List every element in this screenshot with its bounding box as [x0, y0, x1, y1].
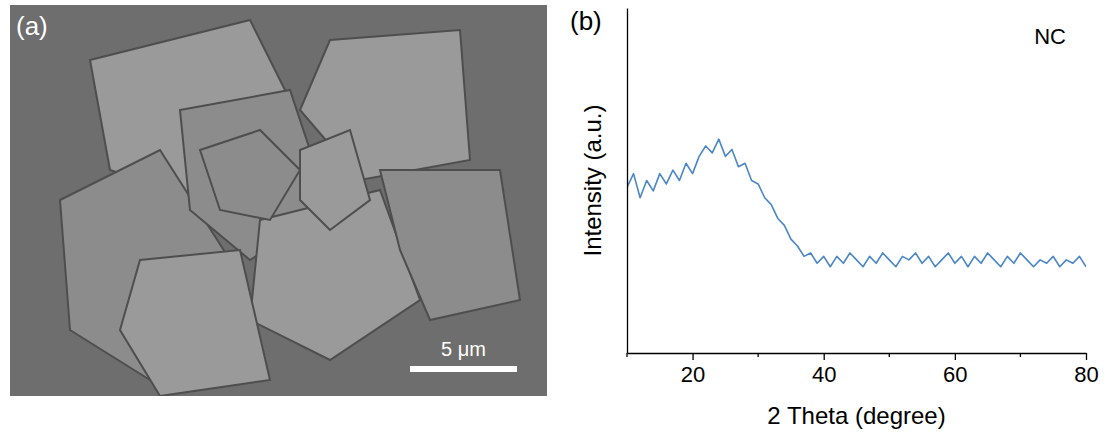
sem-sheet — [300, 130, 370, 230]
sem-sheet — [200, 130, 300, 220]
x-tick-mark — [1086, 353, 1087, 360]
x-tick-label: 40 — [812, 362, 836, 387]
x-minor-tick — [757, 353, 758, 357]
scale-bar-label: 5 μm — [441, 338, 486, 360]
panel-a: (a) 5 μm — [10, 5, 547, 396]
figure: (a) 5 μm 20 40 60 80 (b) NC 2 Theta (degree) Inte… — [0, 0, 1115, 439]
panel-label: (b) — [570, 6, 602, 36]
x-minor-tick — [1020, 353, 1021, 357]
x-tick-label: 80 — [1074, 362, 1098, 387]
x-axis-line — [628, 353, 1087, 354]
x-axis-title: 2 Theta (degree) — [767, 402, 945, 429]
sem-image — [10, 5, 547, 396]
scale-bar — [410, 366, 517, 372]
x-axis: 20 40 60 80 — [628, 353, 1099, 387]
x-tick-mark — [692, 353, 693, 360]
y-axis — [627, 9, 628, 354]
sem-sheet — [120, 250, 270, 396]
x-tick: 20 — [681, 353, 705, 387]
x-tick-label: 60 — [943, 362, 967, 387]
xrd-line — [627, 139, 1086, 267]
x-tick-mark — [955, 353, 956, 360]
sem-background — [10, 5, 547, 396]
x-tick: 60 — [943, 353, 967, 387]
x-tick-label: 20 — [681, 362, 705, 387]
y-axis-line — [627, 9, 628, 354]
x-minor-tick — [626, 353, 627, 357]
x-minor-tick — [889, 353, 890, 357]
plot-area — [627, 139, 1086, 267]
x-tick-mark — [824, 353, 825, 360]
y-axis-title: Intensity (a.u.) — [579, 104, 606, 256]
x-tick: 80 — [1074, 353, 1098, 387]
panel-label: (a) — [16, 11, 48, 41]
x-tick: 40 — [812, 353, 836, 387]
panel-b: 20 40 60 80 (b) NC 2 Theta (degree) Intensity (… — [570, 6, 1099, 429]
annotation: NC — [1034, 24, 1066, 49]
sem-sheet — [380, 170, 520, 320]
